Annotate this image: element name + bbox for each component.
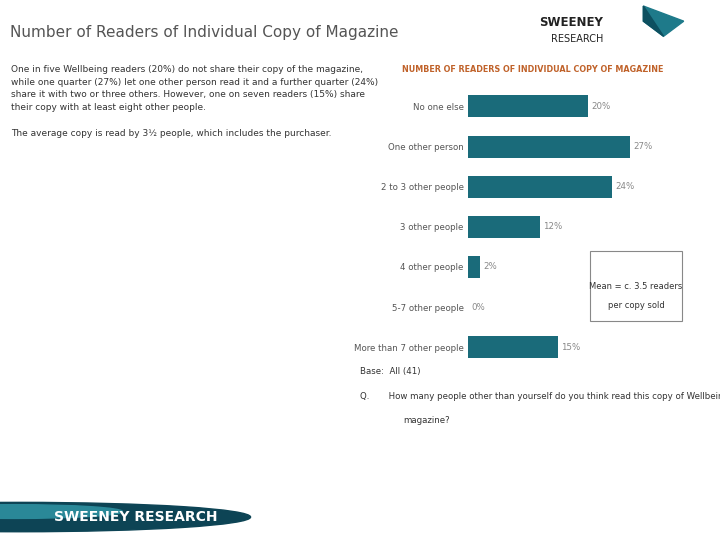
Text: 15%: 15% — [561, 343, 580, 352]
Text: 20%: 20% — [591, 102, 611, 111]
Text: Q.       How many people other than yourself do you think read this copy of Well: Q. How many people other than yourself d… — [360, 392, 720, 401]
Bar — [468, 96, 588, 118]
Text: SWEENEY: SWEENEY — [539, 16, 603, 29]
Text: SWEENEY RESEARCH: SWEENEY RESEARCH — [54, 510, 217, 524]
Text: Wellbeing Readers Survey - 15493: Wellbeing Readers Survey - 15493 — [276, 512, 444, 522]
Bar — [468, 216, 540, 238]
Text: Number of Readers of Individual Copy of Magazine: Number of Readers of Individual Copy of … — [9, 25, 398, 40]
Text: Mean = c. 3.5 readers: Mean = c. 3.5 readers — [590, 282, 683, 291]
Text: NUMBER OF READERS OF INDIVIDUAL COPY OF MAGAZINE: NUMBER OF READERS OF INDIVIDUAL COPY OF … — [402, 65, 664, 74]
Bar — [468, 256, 480, 278]
Bar — [468, 136, 630, 158]
Text: 12%: 12% — [543, 222, 562, 231]
Circle shape — [0, 505, 122, 518]
Text: 27%: 27% — [633, 142, 652, 151]
Text: 0%: 0% — [471, 302, 485, 312]
Polygon shape — [644, 6, 664, 36]
Text: One in five Wellbeing readers (20%) do not share their copy of the magazine,
whi: One in five Wellbeing readers (20%) do n… — [11, 65, 378, 138]
Text: Base:  All (41): Base: All (41) — [360, 367, 420, 376]
Bar — [468, 336, 558, 358]
Text: magazine?: magazine? — [403, 416, 450, 425]
Text: 24%: 24% — [615, 182, 634, 191]
Text: 0: 0 — [656, 512, 662, 522]
Text: per copy sold: per copy sold — [608, 301, 665, 309]
Circle shape — [0, 502, 251, 532]
Bar — [468, 176, 612, 198]
Text: RESEARCH: RESEARCH — [551, 35, 603, 44]
FancyBboxPatch shape — [590, 251, 682, 321]
Polygon shape — [644, 6, 684, 36]
Text: July 2007: July 2007 — [506, 512, 552, 522]
Text: 2%: 2% — [483, 262, 497, 272]
